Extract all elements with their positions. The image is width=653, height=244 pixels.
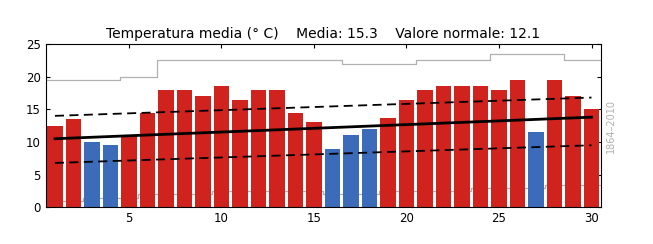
Bar: [176, 90, 193, 207]
Bar: [251, 90, 266, 207]
Bar: [584, 109, 599, 207]
Bar: [158, 90, 174, 207]
Bar: [454, 86, 470, 207]
Bar: [565, 96, 581, 207]
Bar: [84, 142, 100, 207]
Text: 1864–2010: 1864–2010: [607, 99, 616, 153]
Bar: [287, 112, 304, 207]
Bar: [547, 80, 562, 207]
Bar: [473, 86, 488, 207]
Bar: [528, 132, 544, 207]
Bar: [398, 100, 415, 207]
Bar: [195, 96, 211, 207]
Bar: [121, 135, 137, 207]
Title: Temperatura media (° C)    Media: 15.3    Valore normale: 12.1: Temperatura media (° C) Media: 15.3 Valo…: [106, 27, 540, 41]
Bar: [269, 90, 285, 207]
Bar: [103, 145, 118, 207]
Bar: [214, 86, 229, 207]
Bar: [232, 100, 248, 207]
Bar: [380, 118, 396, 207]
Bar: [417, 90, 433, 207]
Bar: [306, 122, 322, 207]
Bar: [509, 80, 526, 207]
Bar: [325, 149, 340, 207]
Bar: [47, 126, 63, 207]
Bar: [65, 119, 82, 207]
Bar: [436, 86, 451, 207]
Bar: [491, 90, 507, 207]
Bar: [362, 129, 377, 207]
Bar: [140, 112, 155, 207]
Bar: [343, 135, 359, 207]
